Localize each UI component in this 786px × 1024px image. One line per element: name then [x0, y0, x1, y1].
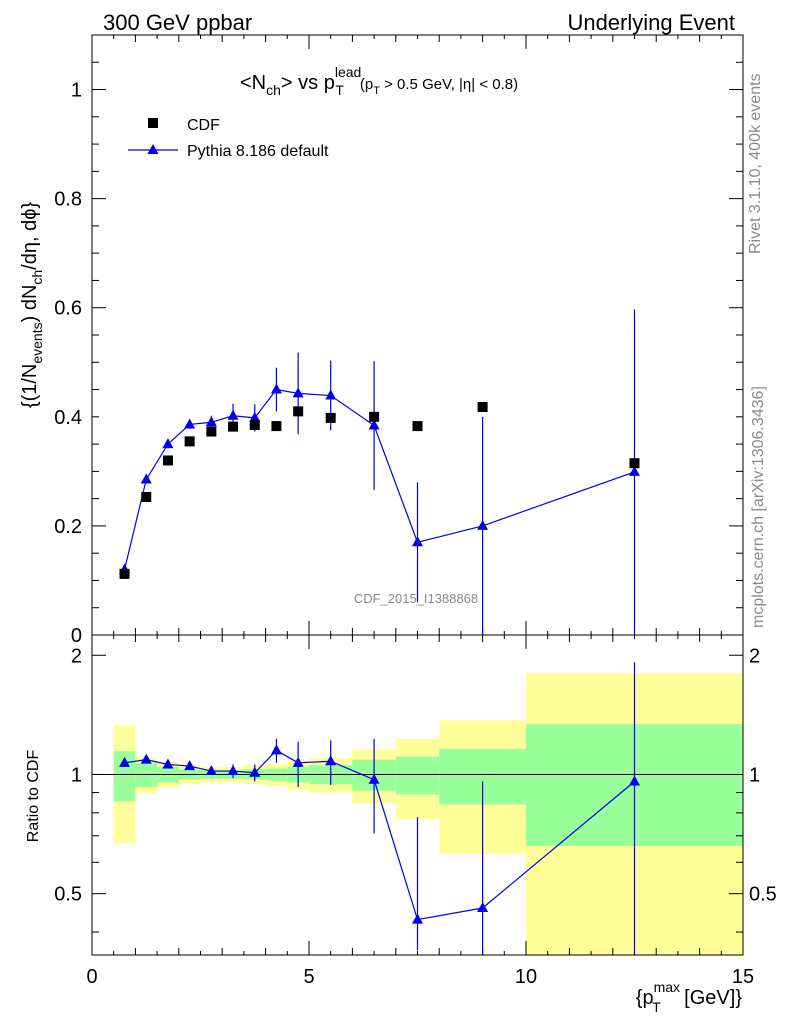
pythia-point — [412, 536, 423, 547]
legend-pythia-marker — [147, 144, 159, 154]
ratio-point — [249, 766, 261, 777]
cdf-point — [141, 492, 152, 502]
pythia-point — [270, 383, 282, 394]
cdf-point — [477, 402, 488, 412]
pythia-point — [477, 519, 489, 530]
ratio-point — [292, 756, 304, 767]
cdf-point — [271, 421, 282, 432]
cdf-point — [249, 420, 260, 430]
upper-ytick-label: 0 — [71, 625, 82, 647]
analysis-watermark: CDF_2015_I1388868 — [354, 591, 478, 606]
pythia-point — [249, 411, 261, 422]
xtick-label: 0 — [86, 966, 97, 988]
xtick-label: 10 — [515, 966, 537, 988]
legend-cdf-marker — [148, 118, 158, 128]
ratio-point — [477, 902, 489, 913]
ratio-point — [368, 773, 380, 784]
pythia-point — [140, 473, 152, 484]
cdf-point — [206, 426, 217, 437]
lower-ytick-label: 2 — [71, 645, 82, 667]
cdf-point — [119, 568, 130, 579]
ratio-point — [140, 753, 152, 764]
ratio-point — [162, 758, 174, 769]
legend: CDF Pythia 8.186 default — [128, 117, 329, 160]
ratio-band-inner — [113, 751, 136, 802]
mcplots-label: mcplots.cern.ch [arXiv:1306.3436] — [750, 386, 767, 628]
lower-ytick-label-right: 1 — [749, 764, 760, 786]
upper-ytick-label: 0.4 — [54, 407, 82, 429]
ratio-point — [270, 744, 282, 755]
xlabel: {pmax T [GeV]} — [636, 979, 743, 1015]
header-left: 300 GeV ppbar — [103, 10, 252, 35]
upper-ylabel: {(1/Nevents) dNch/dη, dϕ} — [19, 202, 45, 409]
pythia-point — [368, 419, 380, 430]
ratio-point — [227, 765, 239, 776]
pythia-point — [205, 416, 217, 427]
upper-ytick-label: 1 — [71, 80, 82, 102]
lower-ytick-label: 0.5 — [54, 884, 82, 906]
pythia-line — [123, 388, 635, 570]
pythia-point — [184, 418, 196, 429]
lower-ytick-label-right: 2 — [749, 645, 760, 667]
header-right: Underlying Event — [567, 10, 735, 35]
ratio-point — [119, 756, 131, 767]
ratio-point — [205, 765, 217, 776]
cdf-point — [412, 421, 423, 432]
upper-ytick-label: 0.2 — [54, 516, 82, 538]
upper-ytick-label: 0.6 — [54, 298, 82, 320]
pythia-point — [162, 438, 174, 449]
upper-ytick-label: 0.8 — [54, 189, 82, 211]
ratio-line — [124, 749, 635, 921]
ratio-band-inner — [395, 756, 440, 795]
legend-pythia-label: Pythia 8.186 default — [187, 143, 329, 160]
legend-cdf-label: CDF — [187, 117, 220, 134]
cdf-point — [369, 411, 380, 422]
ratio-point — [325, 755, 337, 766]
ratio-point — [629, 775, 640, 786]
lower-ytick-label: 1 — [71, 764, 82, 786]
pythia-point — [227, 409, 239, 420]
rivet-label: Rivet 3.1.10, 400k events — [747, 73, 764, 254]
pythia-point — [629, 465, 640, 476]
cdf-point — [162, 455, 173, 466]
pythia-point — [292, 387, 304, 398]
lower-ytick-label-right: 0.5 — [749, 884, 777, 906]
cdf-point — [293, 406, 304, 417]
cdf-point — [629, 458, 640, 469]
pythia-point — [325, 389, 337, 400]
xtick-label: 15 — [732, 966, 754, 988]
lower-ylabel: Ratio to CDF — [25, 750, 42, 843]
chart-marks: 0 5 10 15 0 0.2 0.4 0.6 0.8 1 0.5 0.5 1 1 2 2 — [54, 34, 777, 988]
ratio-point — [184, 760, 196, 771]
cdf-point — [228, 421, 239, 432]
ratio-point — [412, 913, 423, 924]
cdf-point — [325, 412, 336, 423]
cdf-point — [184, 436, 195, 447]
xtick-label: 5 — [303, 966, 314, 988]
plot-title: <Nch> vs plead T (pT > 0.5 GeV, |η| < 0.8) — [240, 64, 518, 98]
